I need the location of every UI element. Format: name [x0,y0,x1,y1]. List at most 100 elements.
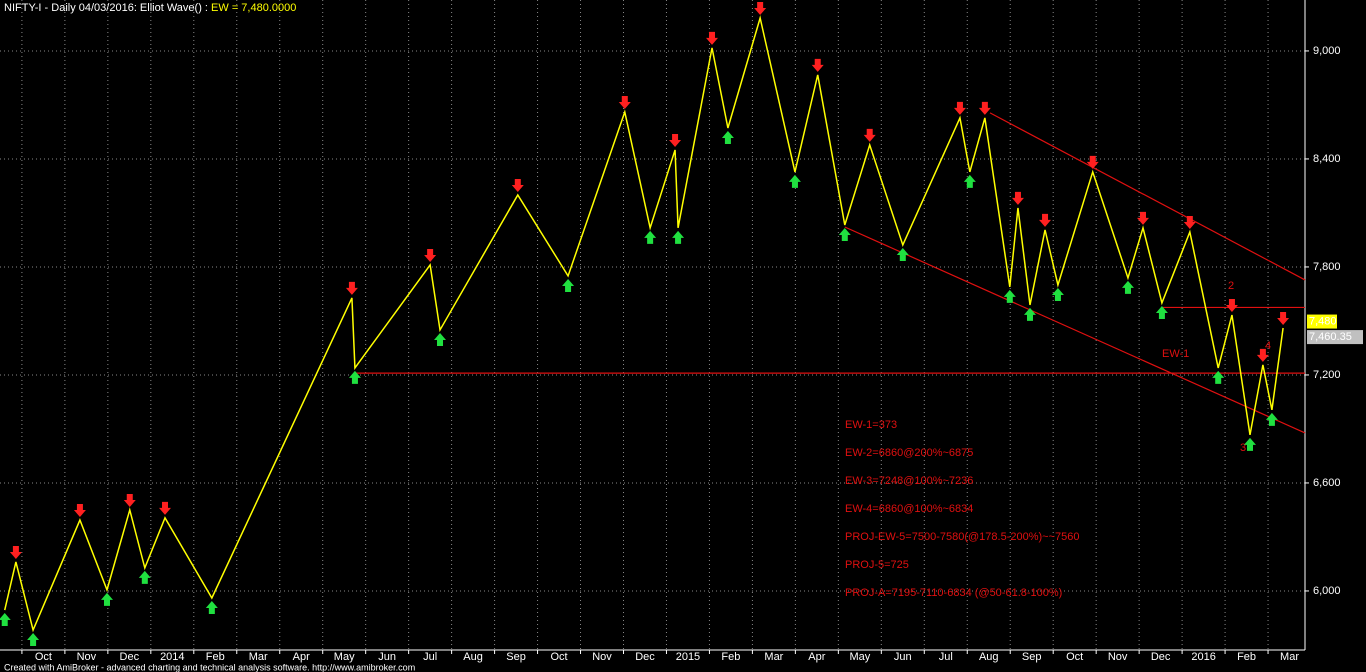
buy-arrow [27,633,40,647]
sell-arrow [159,501,172,515]
annotation: EW-4=6860@100%~6834 [845,503,973,515]
x-tick-label: Aug [463,651,483,663]
buy-arrow [1155,305,1168,319]
buy-arrow [788,174,801,188]
x-tick-label: Feb [1237,651,1256,663]
buy-arrow [644,230,657,244]
footer: Created with AmiBroker - advanced charti… [4,662,415,672]
annotation: PROJ-A=7195-7110-6834 (@50-61.8-100%) [845,587,1062,599]
sell-arrow [123,493,136,507]
wave-line [3,15,1284,633]
sell-arrow [1039,213,1052,227]
sell-arrow [754,2,767,16]
sell-arrow [1137,211,1150,225]
x-tick-label: Sep [1022,651,1042,663]
buy-arrow [1003,289,1016,303]
buy-arrow [672,230,685,244]
x-tick-label: Mar [764,651,783,663]
sell-arrow [978,101,991,115]
sell-arrow [1011,191,1024,205]
x-tick-label: Dec [120,651,140,663]
sell-arrow [424,248,437,262]
sell-arrow [1256,348,1269,362]
x-tick-label: May [849,651,870,663]
x-tick-label: Jun [378,651,396,663]
sell-arrow [511,178,524,192]
sell-arrow [345,281,358,295]
wave-label: EW-1 [1162,348,1189,360]
y-tick-label: 7,200 [1313,369,1341,381]
buy-arrow [721,130,734,144]
x-tick-label: Nov [1108,651,1128,663]
wave-label: 3 [1240,442,1246,454]
wave-label: 4 [1265,340,1271,352]
x-tick-label: Dec [635,651,655,663]
x-tick-label: Mar [249,651,268,663]
buy-arrow [1243,437,1256,451]
x-tick-label: Apr [808,651,825,663]
y-tick-label: 8,400 [1313,153,1341,165]
sell-arrow [1183,216,1196,230]
sell-arrow [618,95,631,109]
x-tick-label: Nov [77,651,97,663]
sell-arrow [73,504,86,518]
x-tick-label: Dec [1151,651,1171,663]
x-tick-label: Feb [206,651,225,663]
sell-arrow [706,31,719,45]
y-tick-label: 9,000 [1313,45,1341,57]
buy-arrow [138,570,151,584]
x-tick-label: Feb [721,651,740,663]
price-label-box [1307,330,1363,345]
buy-arrow [0,613,11,627]
title-value: EW = 7,480.0000 [211,2,296,14]
buy-arrow [562,278,575,292]
annotation: PROJ-5=725 [845,559,909,571]
y-tick-label: 6,600 [1313,477,1341,489]
sell-arrow [1277,311,1290,325]
y-tick-label: 7,800 [1313,261,1341,273]
x-tick-label: 2014 [160,651,184,663]
trend-line [844,226,1306,434]
x-tick-label: Sep [506,651,526,663]
x-tick-label: Oct [35,651,52,663]
annotation: EW-3=7248@100%~7236 [845,475,973,487]
buy-arrow [1265,412,1278,426]
buy-arrow [205,600,218,614]
x-tick-label: Jul [423,651,437,663]
y-tick-label: 6,000 [1313,585,1341,597]
annotation: PROJ-EW-5=7500-7580(@178.5-200%)~~7560 [845,531,1079,543]
buy-arrow [1212,370,1225,384]
x-tick-label: May [334,651,355,663]
trend-line [989,112,1306,281]
sell-arrow [669,133,682,147]
wave-label: 2 [1228,280,1234,292]
price-label: 7,460.35 [1309,331,1352,343]
annotation: EW-2=6860@200%~6875 [845,447,973,459]
annotation: EW-1=373 [845,419,897,431]
chart-title: NIFTY-I - Daily 04/03/2016: Elliot Wave(… [4,2,296,14]
buy-arrow [838,228,851,242]
sell-arrow [811,58,824,72]
x-tick-label: Jul [939,651,953,663]
sell-arrow [1086,155,1099,169]
x-tick-label: 2016 [1191,651,1215,663]
sell-arrow [1225,299,1238,313]
x-tick-label: Apr [293,651,310,663]
sell-arrow [9,545,22,559]
x-tick-label: Aug [979,651,999,663]
price-label-box [1307,314,1337,329]
title-text: NIFTY-I - Daily 04/03/2016: Elliot Wave(… [4,2,211,14]
x-tick-label: Oct [550,651,567,663]
price-label: 7,480 [1309,315,1337,327]
x-tick-label: Oct [1066,651,1083,663]
x-tick-label: Nov [592,651,612,663]
x-tick-label: 2015 [676,651,700,663]
buy-arrow [348,370,361,384]
buy-arrow [434,332,447,346]
buy-arrow [1051,287,1064,301]
x-tick-label: Mar [1280,651,1299,663]
sell-arrow [953,101,966,115]
buy-arrow [896,247,909,261]
